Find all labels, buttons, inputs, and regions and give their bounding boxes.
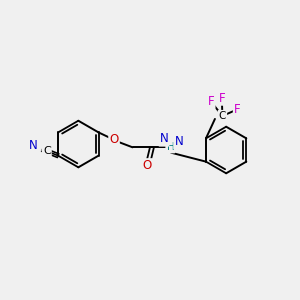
Text: F: F (234, 103, 241, 116)
Text: H: H (167, 142, 174, 152)
Text: O: O (143, 159, 152, 172)
Text: N: N (175, 135, 183, 148)
Text: N: N (29, 139, 38, 152)
Text: F: F (218, 92, 225, 104)
Text: O: O (110, 133, 119, 146)
Text: N: N (160, 133, 168, 146)
Text: F: F (208, 95, 214, 108)
Text: C: C (43, 146, 51, 156)
Text: C: C (219, 111, 226, 121)
